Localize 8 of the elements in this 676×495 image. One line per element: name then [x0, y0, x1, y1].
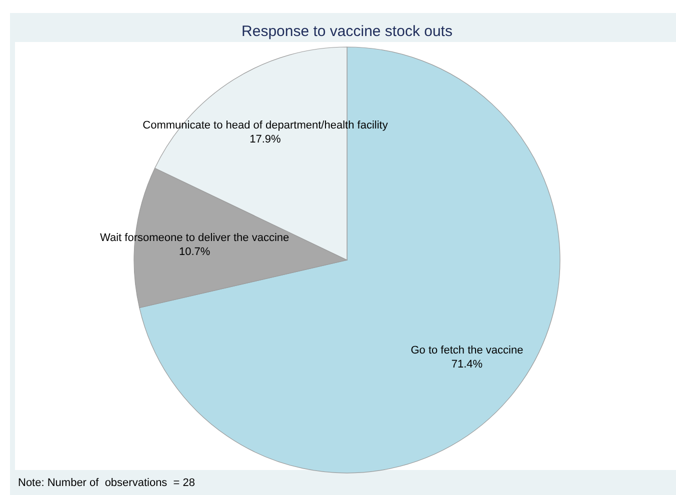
data-label: 71.4% — [451, 358, 483, 371]
data-label: 10.7% — [178, 246, 210, 258]
text: Note: Number of observations = 28 — [18, 477, 196, 489]
slice-label: Wait forsomeone to deliver the vaccine — [100, 232, 290, 244]
slice-label: Communicate to head of department/health facility — [142, 119, 388, 132]
chart-title: Response to vaccine stock outs — [242, 23, 452, 40]
slice-label: Go to fetch the vaccine — [410, 344, 524, 357]
data-label: 17.9% — [250, 133, 282, 146]
